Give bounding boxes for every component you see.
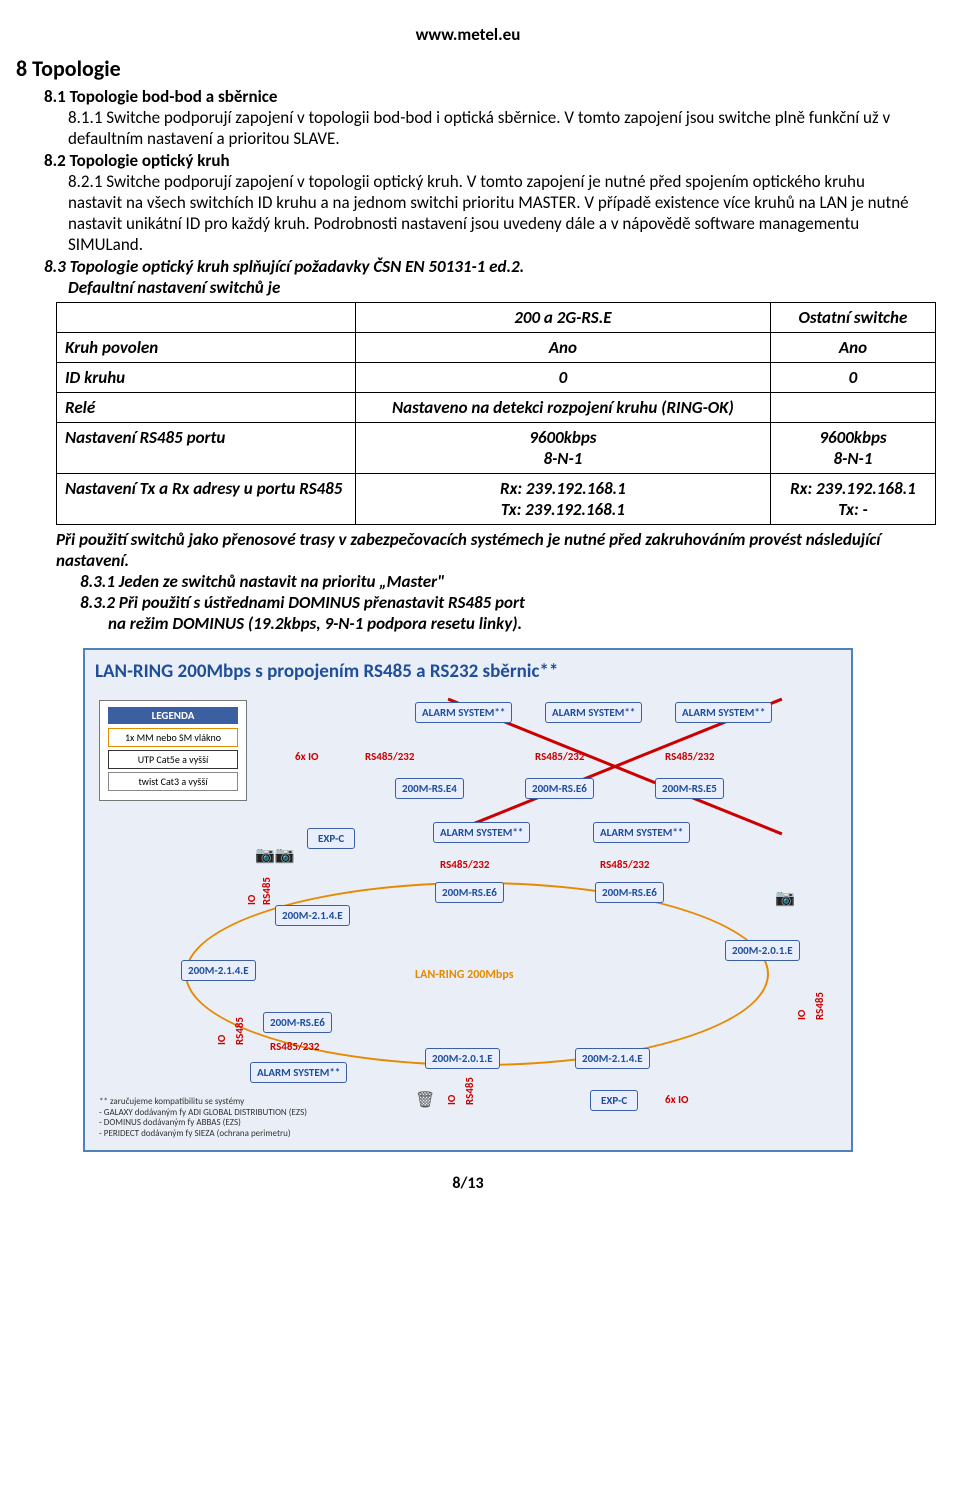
switch-node: 200M-RS.E6 bbox=[595, 882, 664, 903]
rs-label: RS485/232 bbox=[270, 1040, 319, 1053]
switch-node: 200M-2.1.4.E bbox=[275, 905, 350, 926]
io-label: IO bbox=[215, 1035, 228, 1045]
table-cell: Relé bbox=[57, 392, 356, 422]
table-header-row: 200 a 2G-RS.E Ostatní switche bbox=[57, 302, 936, 332]
switch-node: 200M-RS.E6 bbox=[525, 778, 594, 799]
network-diagram: LAN-RING 200Mbps s propojením RS485 a RS… bbox=[83, 648, 853, 1152]
table-row: Relé Nastaveno na detekci rozpojení kruh… bbox=[57, 392, 936, 422]
io-label: 6x IO bbox=[665, 1093, 689, 1106]
disclaimer-line: - PERIDECT dodávaným fy SIEZA (ochrana p… bbox=[99, 1129, 307, 1140]
legend-item: twist Cat3 a vyšší bbox=[108, 772, 238, 791]
table-row: Nastavení RS485 portu 9600kbps 8-N-1 960… bbox=[57, 422, 936, 473]
legend-item: UTP Cat5e a vyšší bbox=[108, 750, 238, 769]
rs485-label: RS485 bbox=[233, 1017, 246, 1045]
legend-title: LEGENDA bbox=[108, 707, 238, 724]
rs485-label: RS485 bbox=[260, 877, 273, 905]
ring-label: LAN-RING 200Mbps bbox=[415, 968, 513, 982]
table-cell: 9600kbps 8-N-1 bbox=[770, 422, 935, 473]
io-label: IO bbox=[795, 1010, 808, 1020]
table-h0 bbox=[57, 302, 356, 332]
table-row: Kruh povolen Ano Ano bbox=[57, 332, 936, 362]
section-8-3-2-body: na režim DOMINUS (19.2kbps, 9-N-1 podpor… bbox=[108, 613, 920, 634]
switch-node: 200M-RS.E6 bbox=[435, 882, 504, 903]
camera-icon: 🗑 bbox=[415, 1090, 435, 1110]
disclaimer-line: ** zaručujeme kompatibilitu se systémy bbox=[99, 1097, 307, 1108]
expc-node: EXP-C bbox=[590, 1090, 638, 1111]
table-cell: 0 bbox=[770, 362, 935, 392]
io-label: 6x IO bbox=[295, 750, 319, 763]
camera-icon: 📷 bbox=[775, 888, 795, 908]
table-row: Nastavení Tx a Rx adresy u portu RS485 R… bbox=[57, 473, 936, 524]
table-cell: Nastavení Tx a Rx adresy u portu RS485 bbox=[57, 473, 356, 524]
section-8-1-title: 8.1 Topologie bod-bod a sběrnice bbox=[44, 86, 920, 107]
switch-node: 200M-RS.E6 bbox=[263, 1012, 332, 1033]
table-cell: ID kruhu bbox=[57, 362, 356, 392]
camera-icon: 📷📷 bbox=[255, 845, 295, 865]
switch-node: 200M-RS.E4 bbox=[395, 778, 464, 799]
diagram-title: LAN-RING 200Mbps s propojením RS485 a RS… bbox=[95, 660, 841, 683]
alarm-node: ALARM SYSTEM** bbox=[433, 822, 530, 843]
alarm-node: ALARM SYSTEM** bbox=[415, 702, 512, 723]
table-cell: 9600kbps 8-N-1 bbox=[355, 422, 770, 473]
rs-label: RS485/232 bbox=[365, 750, 414, 763]
switch-node: 200M-2.1.4.E bbox=[575, 1048, 650, 1069]
after-table-text: Při použití switchů jako přenosové trasy… bbox=[56, 529, 920, 572]
alarm-node: ALARM SYSTEM** bbox=[675, 702, 772, 723]
page-number: 8/13 bbox=[16, 1174, 920, 1193]
table-cell: Ano bbox=[355, 332, 770, 362]
table-cell: Nastavení RS485 portu bbox=[57, 422, 356, 473]
alarm-node: ALARM SYSTEM** bbox=[545, 702, 642, 723]
legend-item: 1x MM nebo SM vlákno bbox=[108, 728, 238, 747]
section-8-3-1: 8.3.1 Jeden ze switchů nastavit na prior… bbox=[80, 571, 920, 592]
switch-node: 200M-2.0.1.E bbox=[425, 1048, 500, 1069]
section-8-1-1-text: 8.1.1 Switche podporují zapojení v topol… bbox=[68, 107, 920, 150]
expc-node: EXP-C bbox=[307, 828, 355, 849]
switch-node: 200M-2.1.4.E bbox=[181, 960, 256, 981]
switch-node: 200M-2.0.1.E bbox=[725, 940, 800, 961]
section-8-3-title: 8.3 Topologie optický kruh splňující pož… bbox=[44, 256, 920, 277]
table-cell: 0 bbox=[355, 362, 770, 392]
alarm-node: ALARM SYSTEM** bbox=[250, 1062, 347, 1083]
section-8-2-title: 8.2 Topologie optický kruh bbox=[44, 150, 920, 171]
table-cell bbox=[770, 392, 935, 422]
io-label: IO bbox=[245, 895, 258, 905]
legend-box: LEGENDA 1x MM nebo SM vlákno UTP Cat5e a… bbox=[99, 700, 247, 801]
table-h2: Ostatní switche bbox=[770, 302, 935, 332]
section-8-3-sub: Defaultní nastavení switchů je bbox=[68, 277, 920, 298]
settings-table: 200 a 2G-RS.E Ostatní switche Kruh povol… bbox=[56, 302, 936, 525]
table-cell: Rx: 239.192.168.1 Tx: 239.192.168.1 bbox=[355, 473, 770, 524]
table-cell: Nastaveno na detekci rozpojení kruhu (RI… bbox=[355, 392, 770, 422]
table-cell: Kruh povolen bbox=[57, 332, 356, 362]
rs-label: RS485/232 bbox=[600, 858, 649, 871]
rs485-label: RS485 bbox=[813, 992, 826, 1020]
table-h1: 200 a 2G-RS.E bbox=[355, 302, 770, 332]
section-8-3-2: 8.3.2 Při použití s ústřednami DOMINUS p… bbox=[80, 592, 920, 613]
diagram-disclaimer: ** zaručujeme kompatibilitu se systémy -… bbox=[99, 1097, 307, 1140]
rs-label: RS485/232 bbox=[535, 750, 584, 763]
table-cell: Ano bbox=[770, 332, 935, 362]
alarm-node: ALARM SYSTEM** bbox=[593, 822, 690, 843]
rs-label: RS485/232 bbox=[665, 750, 714, 763]
section-8-2-1-text: 8.2.1 Switche podporují zapojení v topol… bbox=[68, 171, 920, 256]
table-cell: Rx: 239.192.168.1 Tx: - bbox=[770, 473, 935, 524]
rs-label: RS485/232 bbox=[440, 858, 489, 871]
table-row: ID kruhu 0 0 bbox=[57, 362, 936, 392]
io-label: IO bbox=[445, 1095, 458, 1105]
header-url: www.metel.eu bbox=[16, 24, 920, 45]
switch-node: 200M-RS.E5 bbox=[655, 778, 724, 799]
rs485-label: RS485 bbox=[463, 1077, 476, 1105]
section-8-title: 8 Topologie bbox=[16, 55, 920, 82]
